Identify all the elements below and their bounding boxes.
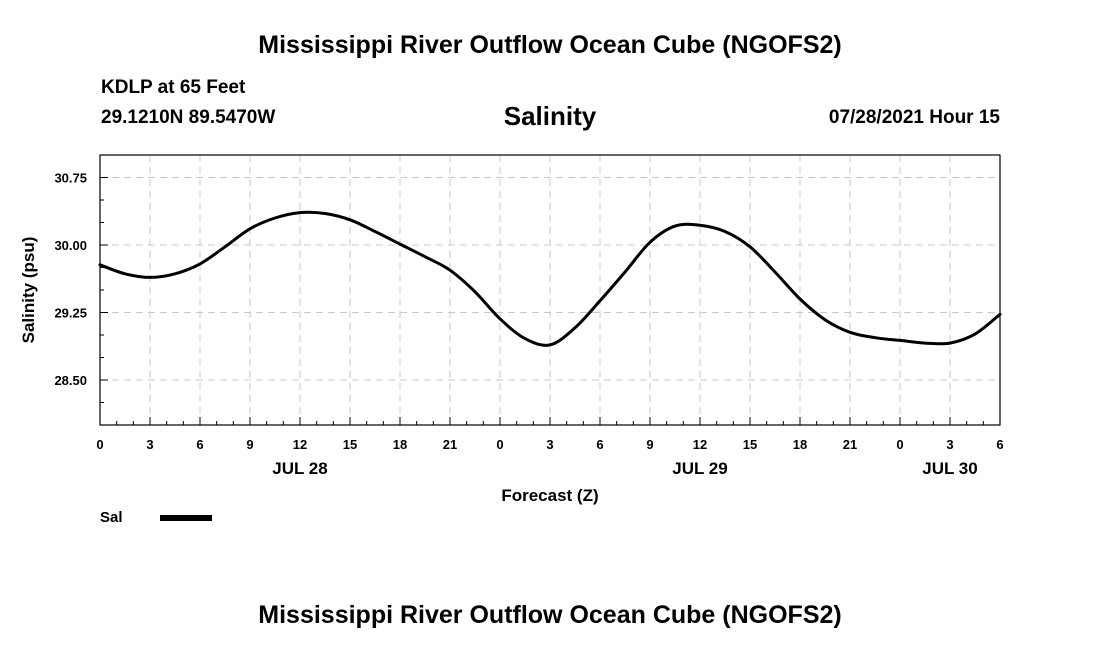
x-tick-label: 21 bbox=[443, 437, 457, 452]
y-tick-label: 28.50 bbox=[54, 373, 87, 388]
x-tick-label: 9 bbox=[246, 437, 253, 452]
x-tick-label: 6 bbox=[196, 437, 203, 452]
x-tick-label: 6 bbox=[996, 437, 1003, 452]
x-tick-label: 3 bbox=[146, 437, 153, 452]
station-coordinates: 29.1210N 89.5470W bbox=[101, 107, 276, 128]
y-tick-label: 29.25 bbox=[54, 306, 87, 321]
x-tick-label: 6 bbox=[596, 437, 603, 452]
x-tick-label: 21 bbox=[843, 437, 857, 452]
parameter-title: Salinity bbox=[503, 101, 597, 131]
legend-label: Sal bbox=[100, 509, 123, 526]
y-tick-label: 30.00 bbox=[54, 238, 87, 253]
plot-frame bbox=[99, 154, 1001, 426]
x-tick-label: 9 bbox=[646, 437, 653, 452]
legend-line-swatch bbox=[160, 514, 212, 521]
station-label: KDLP at 65 Feet bbox=[101, 77, 246, 98]
x-tick-label: 18 bbox=[393, 437, 407, 452]
chart-title: Mississippi River Outflow Ocean Cube (NG… bbox=[258, 31, 842, 59]
legend: Sal bbox=[100, 509, 212, 526]
forecast-datetime: 07/28/2021 Hour 15 bbox=[828, 107, 1000, 128]
x-tick-label: 12 bbox=[693, 437, 707, 452]
x-tick-label: 0 bbox=[896, 437, 903, 452]
x-tick-label: 15 bbox=[743, 437, 757, 452]
y-tick-label: 30.75 bbox=[54, 171, 87, 186]
x-tick-label: 15 bbox=[343, 437, 357, 452]
x-tick-label: 18 bbox=[793, 437, 807, 452]
x-tick-label: 3 bbox=[946, 437, 953, 452]
x-tick-label: 12 bbox=[293, 437, 307, 452]
x-axis-title: Forecast (Z) bbox=[501, 486, 598, 505]
x-tick-label: 3 bbox=[546, 437, 553, 452]
date-label: JUL 30 bbox=[922, 459, 977, 478]
x-tick-label: 0 bbox=[496, 437, 503, 452]
x-tick-label: 0 bbox=[96, 437, 103, 452]
date-label: JUL 28 bbox=[272, 459, 327, 478]
y-axis-title: Salinity (psu) bbox=[19, 237, 38, 344]
date-label: JUL 29 bbox=[672, 459, 727, 478]
footer-title: Mississippi River Outflow Ocean Cube (NG… bbox=[258, 601, 842, 629]
